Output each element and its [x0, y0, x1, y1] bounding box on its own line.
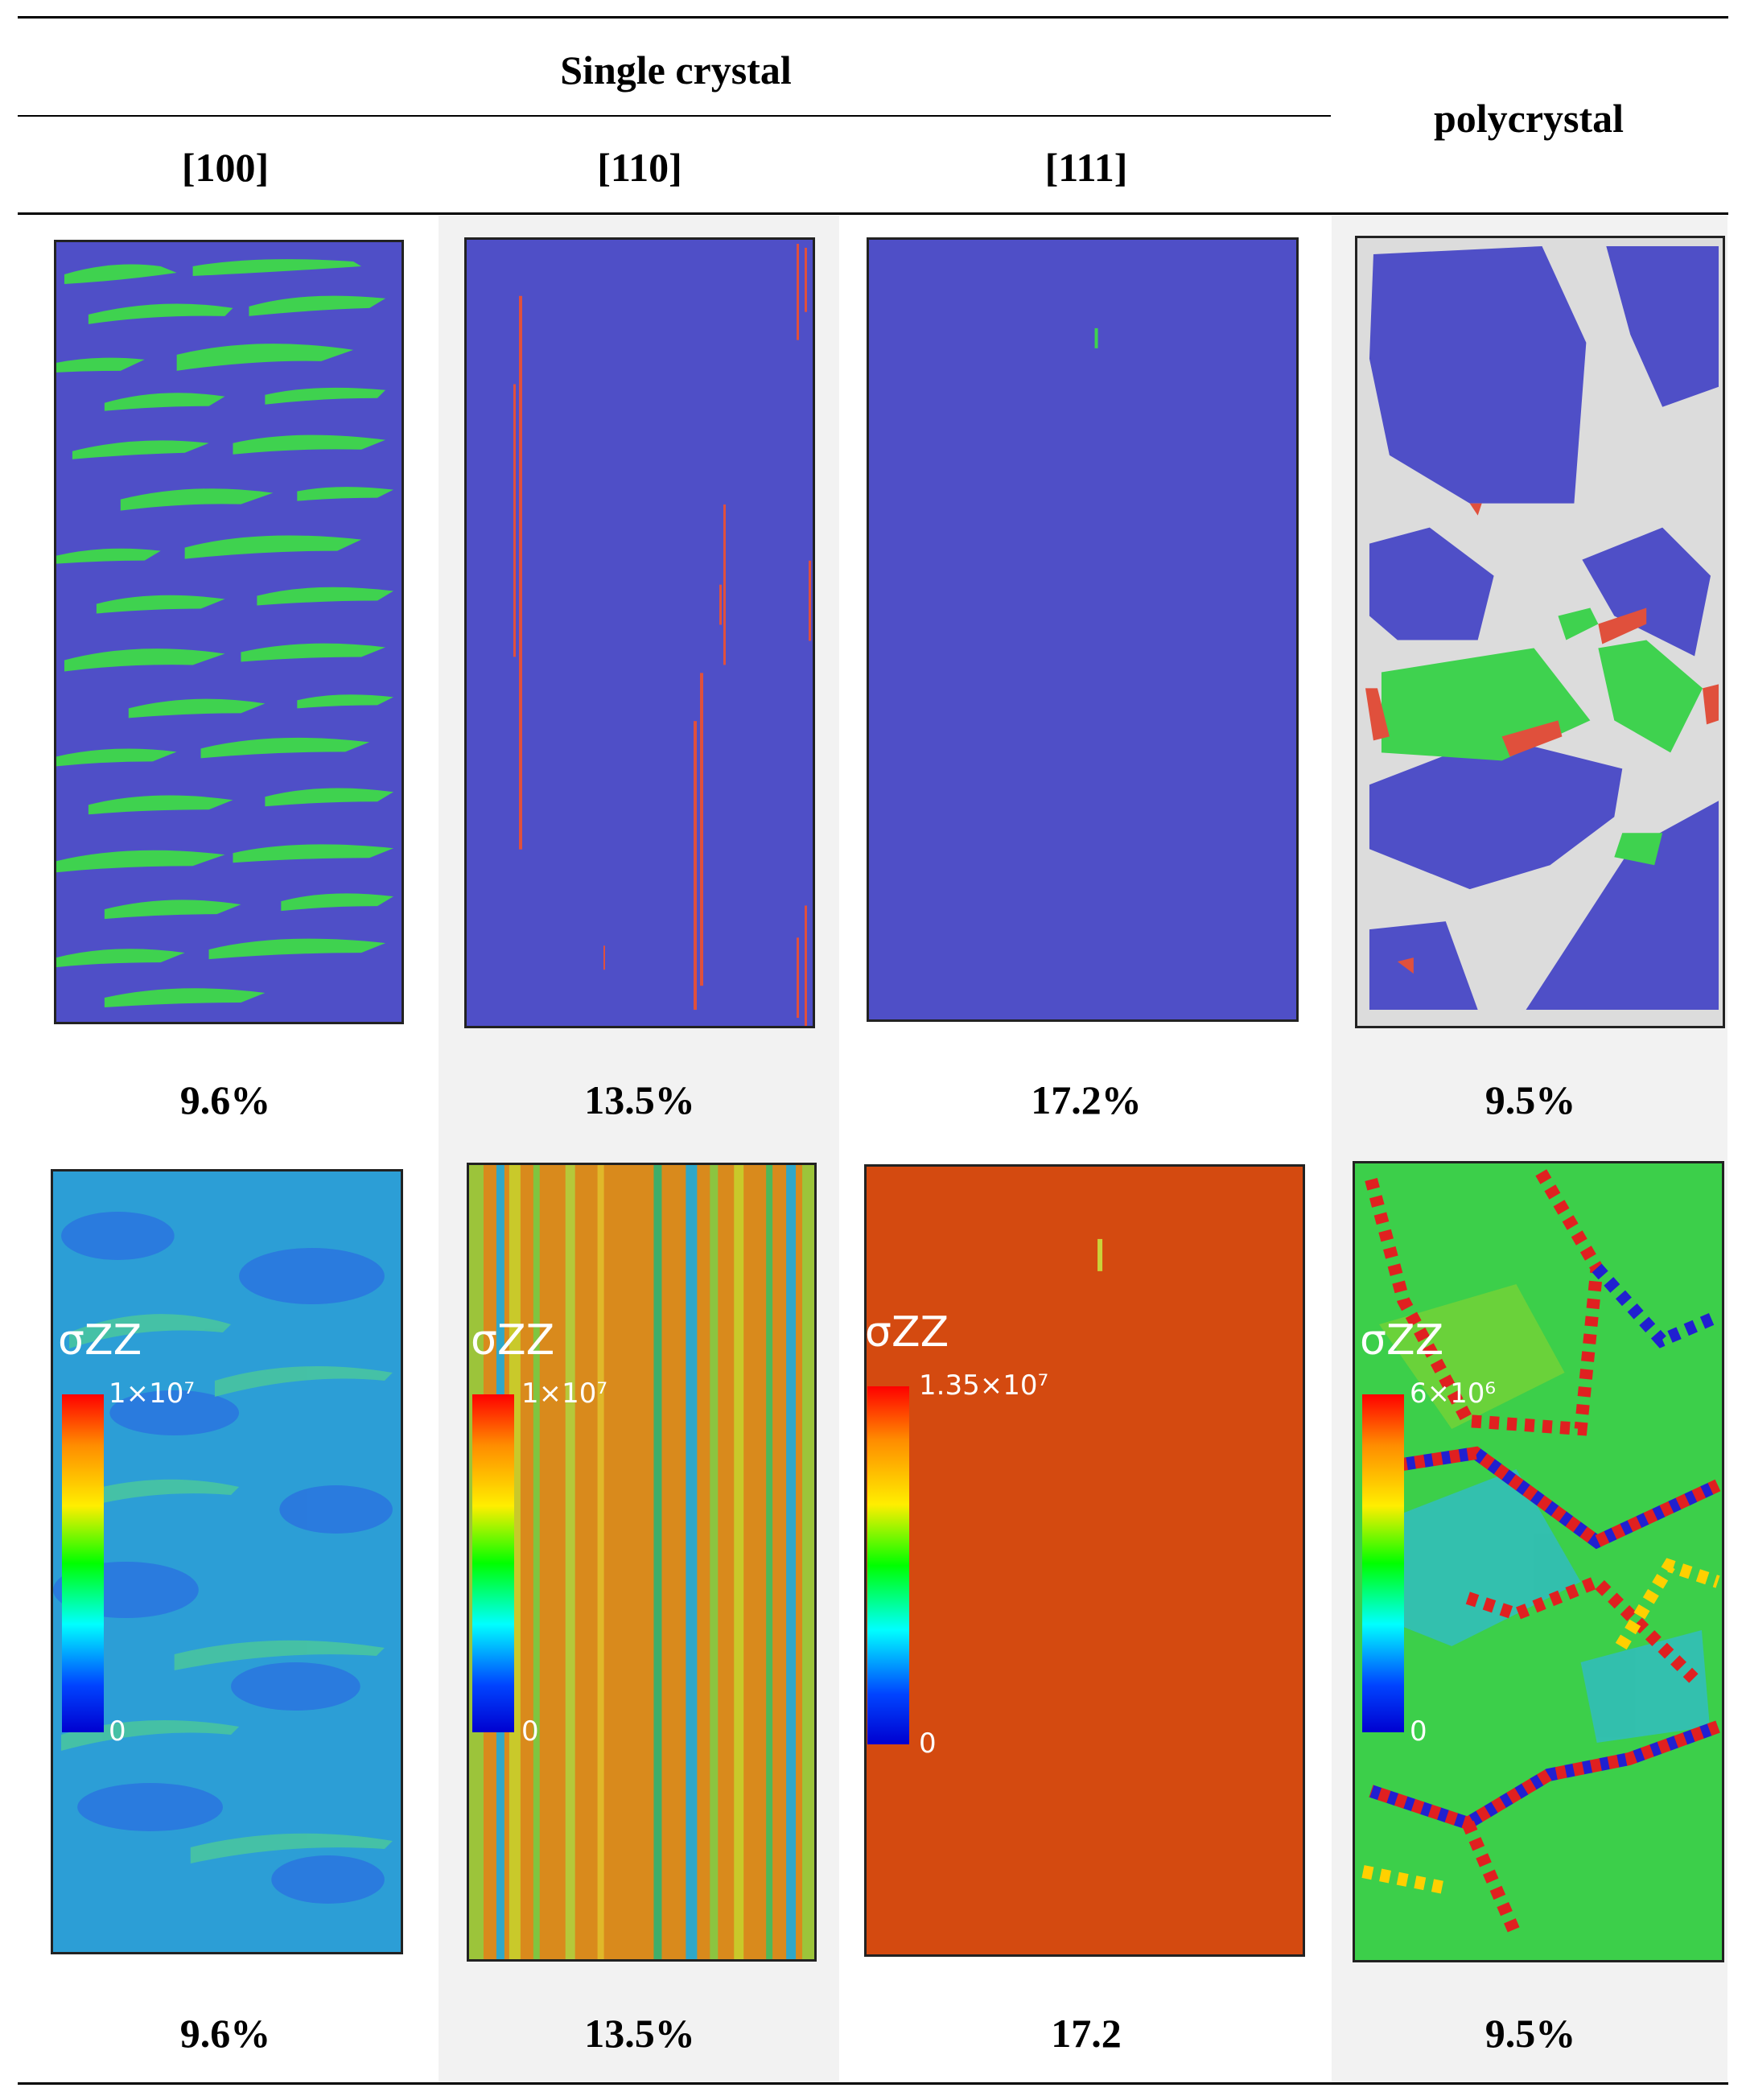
structure-panel-110 — [464, 237, 815, 1028]
colorbar-min-100: 0 — [109, 1715, 126, 1748]
structure-panel-poly — [1355, 236, 1725, 1028]
stress-caption-110: 13.5% — [584, 2011, 695, 2056]
structure-panel-111 — [867, 237, 1299, 1022]
stress-panel-110 — [467, 1163, 817, 1962]
header-single-crystal: Single crystal — [560, 47, 792, 93]
structure-image-111 — [869, 240, 1296, 1019]
stress-image-110 — [469, 1165, 814, 1959]
stress-image-poly — [1355, 1163, 1722, 1960]
header-111: [111] — [1044, 145, 1128, 190]
colorbar-max-poly: 6×10⁶ — [1410, 1377, 1497, 1410]
colorbar-max-110: 1×10⁷ — [521, 1377, 608, 1410]
structure-panel-100 — [54, 240, 404, 1024]
colorbar-min-poly: 0 — [1410, 1715, 1427, 1748]
structure-caption-110: 13.5% — [584, 1077, 695, 1122]
colorbar-min-110: 0 — [521, 1715, 539, 1748]
colorbar-110 — [472, 1394, 514, 1732]
stress-caption-111: 17.2 — [1051, 2011, 1122, 2056]
structure-image-poly — [1357, 238, 1723, 1026]
top-rule — [18, 16, 1728, 19]
group-underline — [18, 115, 1331, 117]
stress-image-111 — [867, 1167, 1303, 1954]
stress-panel-111 — [864, 1164, 1305, 1957]
colorbar-title-100: σZZ — [58, 1316, 142, 1365]
stress-panel-poly — [1353, 1161, 1724, 1962]
structure-caption-111: 17.2% — [1031, 1077, 1142, 1122]
colorbar-poly — [1362, 1394, 1404, 1732]
structure-caption-poly: 9.5% — [1485, 1077, 1576, 1122]
stress-caption-100: 9.6% — [179, 2011, 271, 2056]
structure-image-100 — [56, 242, 401, 1022]
stress-caption-poly: 9.5% — [1485, 2011, 1576, 2056]
header-bottom-rule — [18, 212, 1728, 215]
header-poly: polycrystal — [1433, 96, 1625, 141]
header-100: [100] — [181, 145, 270, 190]
structure-caption-100: 9.6% — [179, 1077, 271, 1122]
colorbar-min-111: 0 — [919, 1727, 937, 1760]
colorbar-title-poly: σZZ — [1360, 1316, 1444, 1365]
header-110: [110] — [597, 145, 682, 190]
colorbar-title-110: σZZ — [471, 1316, 555, 1365]
bottom-rule — [18, 2082, 1728, 2085]
stress-panel-100 — [51, 1169, 403, 1954]
colorbar-title-111: σZZ — [865, 1308, 949, 1357]
stress-image-100 — [53, 1171, 401, 1952]
colorbar-111 — [867, 1386, 909, 1744]
colorbar-max-100: 1×10⁷ — [109, 1377, 196, 1410]
structure-image-110 — [467, 240, 813, 1026]
colorbar-100 — [62, 1394, 104, 1732]
colorbar-max-111: 1.35×10⁷ — [919, 1369, 1049, 1402]
